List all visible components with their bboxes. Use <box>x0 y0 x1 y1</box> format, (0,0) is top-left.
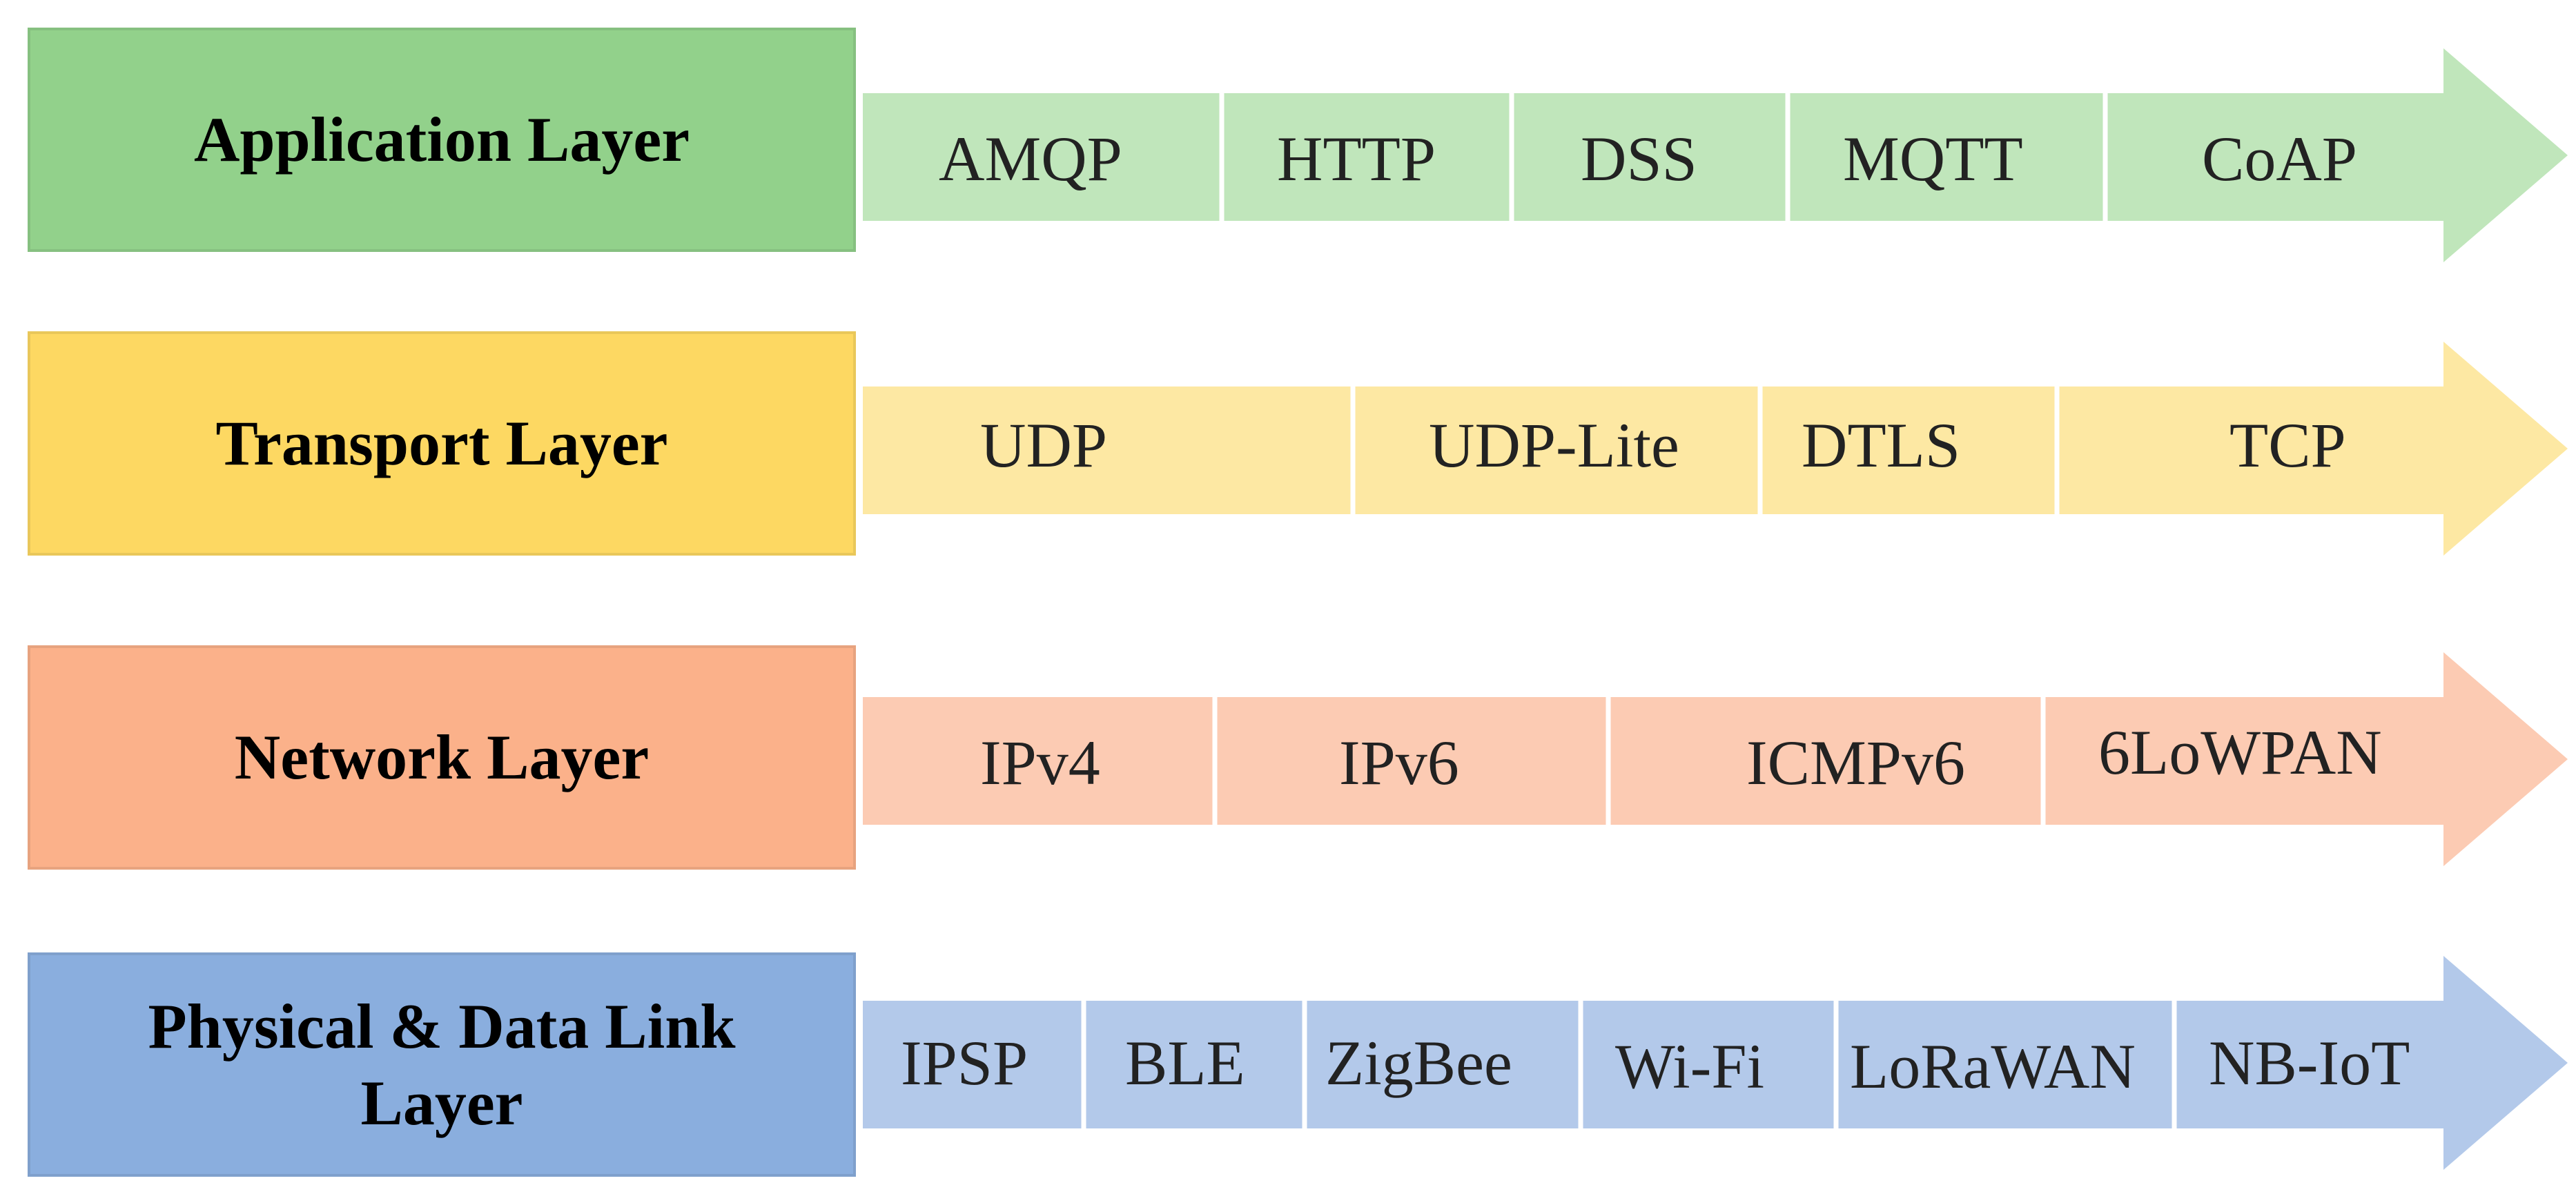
layer-label-transport: Transport Layer <box>28 331 856 556</box>
arrow-shape <box>863 342 2568 556</box>
protocol-coap: CoAP <box>2202 124 2357 194</box>
layer-name: Application Layer <box>193 104 690 175</box>
protocol-udp-lite: UDP-Lite <box>1429 410 1679 480</box>
layer-name: Transport Layer <box>215 408 668 479</box>
protocol-arrow-application: AMQP HTTP DSS MQTT CoAP <box>863 48 2568 262</box>
layer-name: Physical & Data Link Layer <box>148 991 736 1138</box>
protocol-arrow-network: IPv4 IPv6 ICMPv6 6LoWPAN <box>863 652 2568 866</box>
protocol-zigbee: ZigBee <box>1325 1028 1512 1098</box>
protocol-amqp: AMQP <box>939 124 1122 194</box>
protocol-nb-iot: NB-IoT <box>2209 1028 2410 1098</box>
layer-label-network: Network Layer <box>28 645 856 870</box>
layer-label-application: Application Layer <box>28 28 856 252</box>
arrow-shape <box>863 956 2568 1170</box>
protocol-dss: DSS <box>1581 124 1697 194</box>
protocol-dtls: DTLS <box>1802 410 1960 480</box>
protocol-mqtt: MQTT <box>1843 124 2023 194</box>
protocol-lorawan: LoRaWAN <box>1850 1031 2136 1102</box>
arrow-shape <box>863 48 2568 262</box>
arrow-shape <box>863 652 2568 866</box>
protocol-icmpv6: ICMPv6 <box>1746 727 1965 798</box>
protocol-http: HTTP <box>1277 124 1436 194</box>
protocol-wi-fi: Wi-Fi <box>1615 1031 1765 1102</box>
protocol-ipv6: IPv6 <box>1339 727 1459 798</box>
protocol-6lowpan: 6LoWPAN <box>2098 717 2382 787</box>
protocol-ipsp: IPSP <box>901 1028 1028 1098</box>
protocol-ble: BLE <box>1125 1028 1245 1098</box>
protocol-udp: UDP <box>980 410 1108 480</box>
protocol-arrow-physical-data-link: IPSP BLE ZigBee Wi-Fi LoRaWAN NB-IoT <box>863 956 2568 1170</box>
layer-label-physical-data-link: Physical & Data Link Layer <box>28 952 856 1177</box>
protocol-arrow-transport: UDP UDP-Lite DTLS TCP <box>863 342 2568 556</box>
layer-name: Network Layer <box>234 722 650 793</box>
protocol-tcp: TCP <box>2229 410 2346 480</box>
protocol-ipv4: IPv4 <box>980 727 1100 798</box>
